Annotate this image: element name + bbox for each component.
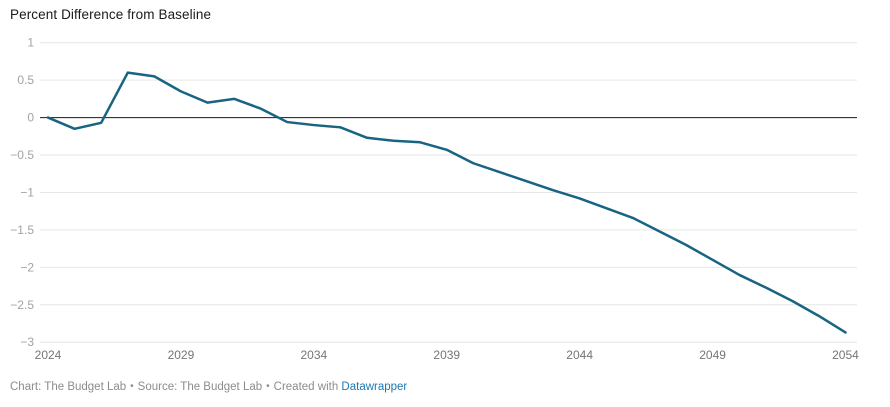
y-axis-tick-label: 0.5 [17, 73, 34, 87]
created-with-text: Created with [273, 381, 339, 393]
y-axis-tick-label: −2 [20, 260, 34, 274]
data-line [46, 71, 847, 334]
x-axis-tick-label: 2039 [433, 348, 460, 362]
footer-separator: • [130, 381, 134, 392]
chart-footer: Chart: The Budget Lab • Source: The Budget… [10, 381, 407, 393]
source-credit: Source: The Budget Lab [137, 381, 263, 393]
y-axis-tick-label: −2.5 [10, 298, 34, 312]
x-axis-tick-label: 2029 [168, 348, 195, 362]
x-axis-tick-label: 2049 [699, 348, 726, 362]
chart-credit: Chart: The Budget Lab [10, 381, 127, 393]
x-axis-tick-label: 2034 [300, 348, 327, 362]
y-axis-tick-label: −1.5 [10, 223, 34, 237]
y-axis-tick-label: −1 [20, 185, 34, 199]
x-axis-tick-label: 2054 [832, 348, 859, 362]
x-axis-tick-label: 2024 [35, 348, 62, 362]
y-axis-tick-label: 1 [27, 36, 34, 50]
y-axis-tick-label: −3 [20, 335, 34, 349]
datawrapper-link[interactable]: Datawrapper [341, 381, 408, 393]
x-axis-tick-label: 2044 [566, 348, 593, 362]
footer-separator: • [266, 381, 270, 392]
y-axis-tick-label: 0 [27, 111, 34, 125]
y-axis-tick-label: −0.5 [10, 148, 34, 162]
chart-title: Percent Difference from Baseline [10, 7, 212, 22]
